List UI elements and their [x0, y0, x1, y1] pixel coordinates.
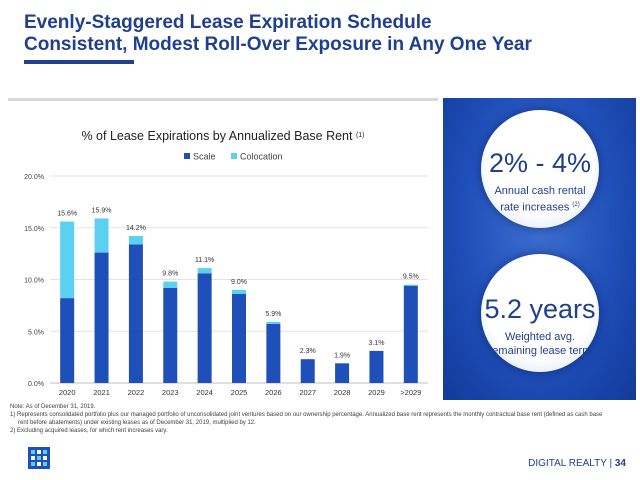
slide-title: Evenly-Staggered Lease Expiration Schedu…	[24, 12, 624, 56]
chart-top-divider	[8, 98, 438, 101]
chart-title-footnote: (1)	[356, 132, 365, 139]
data-label: 15.6%	[57, 211, 77, 218]
bar-scale-2028	[335, 363, 350, 383]
bar-scale-2025	[232, 293, 246, 383]
note-1: 1) Represents consolidated portfolio plu…	[10, 412, 603, 418]
bar-colocation-gt2029	[403, 284, 418, 286]
data-label: 11.1%	[195, 257, 214, 264]
data-label: 5.9%	[265, 311, 281, 318]
x-tick-label: 2029	[368, 388, 385, 397]
bar-scale-2021	[94, 252, 109, 383]
bar-colocation-2026	[266, 321, 281, 325]
x-tick-label: 2023	[162, 388, 179, 397]
bar-scale-2024	[197, 273, 212, 383]
data-label: 9.0%	[231, 279, 247, 286]
legend-swatch-colocation	[231, 153, 237, 159]
bar-colocation-2024	[197, 268, 212, 274]
x-tick-label: 2024	[196, 388, 213, 397]
data-label: 15.9%	[92, 207, 112, 214]
rent-increase-value: 2% - 4%	[488, 148, 592, 178]
x-tick-label: 2022	[128, 388, 145, 397]
bar-scale-2022	[128, 244, 143, 383]
lease-expiration-chart: % of Lease Expirations by Annualized Bas…	[24, 129, 428, 397]
bar-scale-2029	[369, 350, 384, 383]
bar-colocation-2022	[128, 236, 143, 245]
data-label: 14.2%	[126, 225, 146, 232]
lease-term-caption-line1: Weighted avg.	[504, 331, 576, 343]
y-tick-label: 15.0%	[24, 226, 44, 233]
x-tick-label: 2021	[93, 388, 110, 397]
data-label: 9.8%	[162, 271, 178, 278]
x-tick-label: 2027	[299, 388, 316, 397]
note-2: 2) Excluding acquired leases, for which …	[10, 428, 168, 434]
legend-label-scale: Scale	[193, 152, 216, 162]
bar-colocation-2025	[232, 289, 246, 294]
x-tick-label: 2020	[59, 388, 76, 397]
lease-term-callout: 5.2 years Weighted avg. remaining lease …	[481, 254, 599, 372]
footer-brand: DIGITAL REALTY	[528, 458, 607, 469]
chart-title: % of Lease Expirations by Annualized Bas…	[81, 129, 364, 143]
data-label: 1.9%	[334, 352, 350, 359]
bar-scale-2027	[300, 359, 315, 383]
rent-increase-footnote: (2)	[572, 202, 580, 208]
note-1-continued: rent before abatements) under existing l…	[18, 420, 256, 426]
page-number: 34	[614, 458, 626, 469]
bar-scale-2023	[163, 287, 178, 383]
lease-term-caption: Weighted avg. remaining lease term	[481, 330, 599, 358]
rent-increase-caption-line1: Annual cash rental	[494, 185, 586, 197]
title-line-1: Evenly-Staggered Lease Expiration Schedu…	[24, 12, 432, 33]
x-tick-label: 2028	[334, 388, 351, 397]
bar-colocation-2023	[163, 281, 178, 288]
note-as-of: Note: As of December 31, 2019.	[10, 404, 96, 410]
rent-increase-callout: 2% - 4% Annual cash rental rate increase…	[481, 110, 599, 228]
footer: DIGITAL REALTY | 34	[528, 458, 626, 469]
data-label: 2.3%	[300, 348, 316, 355]
bar-scale-2026	[266, 324, 281, 383]
lease-term-value: 5.2 years	[484, 294, 596, 324]
bar-colocation-2021	[94, 218, 109, 253]
lease-term-caption-line2: remaining lease term	[488, 345, 592, 357]
x-tick-label: 2025	[231, 388, 248, 397]
title-line-2: Consistent, Modest Roll-Over Exposure in…	[24, 34, 532, 55]
rent-increase-caption-line2: rate increases	[500, 201, 570, 214]
title-underline	[24, 60, 134, 64]
bar-scale-gt2029	[403, 285, 418, 383]
x-tick-label: >2029	[400, 388, 421, 397]
data-label: 3.1%	[368, 340, 384, 347]
rent-increase-caption: Annual cash rental rate increases (2)	[481, 184, 599, 215]
y-tick-label: 0.0%	[28, 381, 44, 388]
y-tick-label: 20.0%	[24, 174, 44, 181]
y-tick-label: 10.0%	[24, 278, 44, 285]
y-tick-label: 5.0%	[28, 329, 44, 336]
legend-label-colocation: Colocation	[240, 152, 283, 162]
legend-swatch-scale	[184, 153, 190, 159]
digital-realty-logo-icon	[28, 447, 50, 469]
x-tick-label: 2026	[265, 388, 282, 397]
bar-scale-2020	[60, 298, 75, 383]
bar-colocation-2020	[60, 221, 75, 299]
data-label: 9.5%	[403, 274, 419, 281]
footer-separator: |	[609, 458, 613, 469]
footnotes: Note: As of December 31, 2019. 1) Repres…	[10, 404, 632, 436]
